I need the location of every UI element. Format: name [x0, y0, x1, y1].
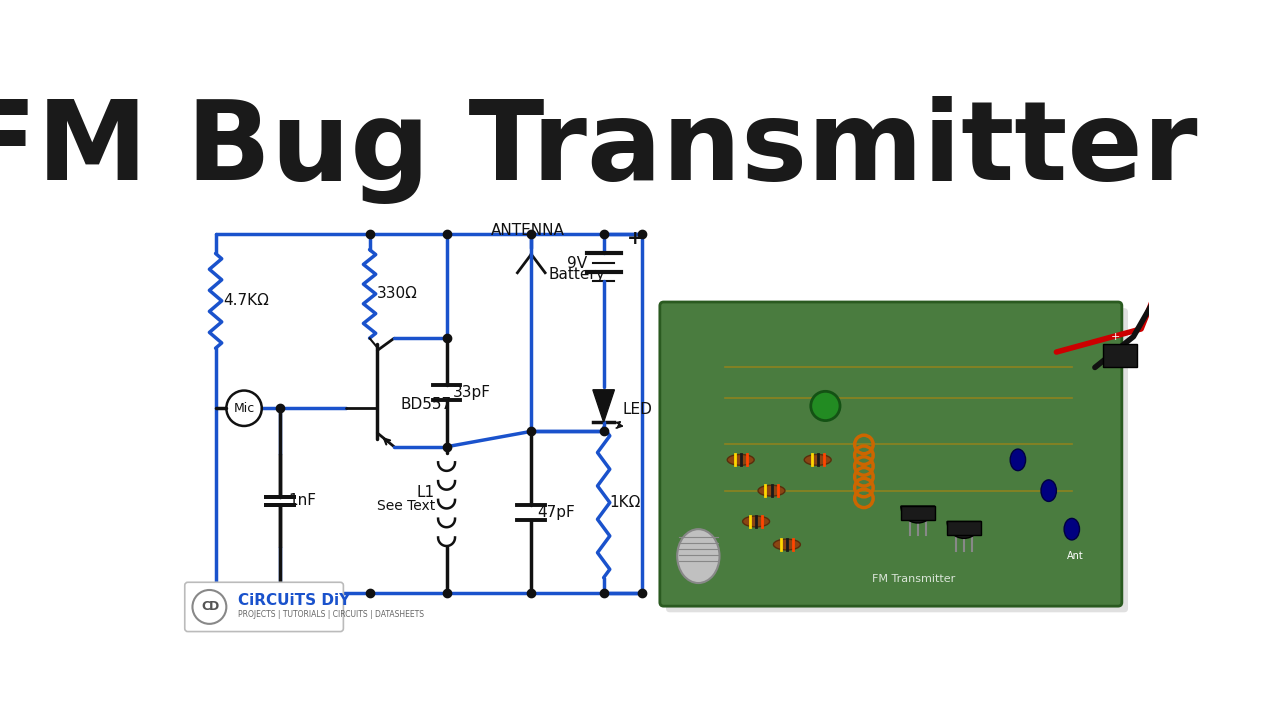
FancyBboxPatch shape: [184, 582, 343, 631]
Ellipse shape: [1064, 518, 1079, 540]
Ellipse shape: [810, 391, 840, 420]
Ellipse shape: [1010, 449, 1025, 471]
Text: LED: LED: [622, 402, 652, 417]
Text: 47pF: 47pF: [538, 505, 575, 520]
Wedge shape: [901, 506, 934, 523]
Ellipse shape: [804, 454, 831, 465]
Text: 4.7KΩ: 4.7KΩ: [223, 293, 269, 308]
FancyBboxPatch shape: [660, 302, 1121, 606]
Text: D: D: [209, 600, 219, 613]
Text: Battery: Battery: [548, 267, 605, 282]
Text: FM Bug Transmitter: FM Bug Transmitter: [0, 96, 1197, 204]
Text: See Text: See Text: [376, 499, 435, 513]
Text: CiRCUiTS DiY: CiRCUiTS DiY: [238, 593, 351, 608]
Bar: [947, 521, 980, 535]
Ellipse shape: [758, 485, 785, 496]
Text: 33pF: 33pF: [453, 385, 490, 400]
Text: Mic: Mic: [233, 402, 255, 415]
Text: +: +: [627, 228, 644, 248]
Polygon shape: [593, 390, 614, 422]
Text: L1: L1: [417, 485, 435, 500]
Text: Ant: Ant: [1068, 551, 1084, 561]
Text: 1nF: 1nF: [288, 493, 316, 508]
Text: 9V: 9V: [567, 256, 586, 271]
Text: 330Ω: 330Ω: [378, 287, 419, 302]
Bar: [1102, 344, 1137, 367]
Ellipse shape: [773, 539, 800, 550]
Text: ANTENNA: ANTENNA: [490, 223, 564, 238]
Ellipse shape: [1041, 480, 1056, 501]
Ellipse shape: [742, 516, 769, 527]
Text: +: +: [1110, 333, 1120, 343]
Text: FM Transmitter: FM Transmitter: [873, 574, 956, 584]
Text: PROJECTS | TUTORIALS | CIRCUITS | DATASHEETS: PROJECTS | TUTORIALS | CIRCUITS | DATASH…: [238, 610, 424, 619]
Text: 1KΩ: 1KΩ: [609, 495, 641, 510]
Wedge shape: [947, 521, 980, 539]
FancyBboxPatch shape: [666, 308, 1128, 612]
Text: BD557: BD557: [401, 397, 452, 412]
Ellipse shape: [727, 454, 754, 465]
Ellipse shape: [677, 529, 719, 583]
Text: C: C: [202, 600, 211, 613]
Bar: [901, 506, 934, 520]
